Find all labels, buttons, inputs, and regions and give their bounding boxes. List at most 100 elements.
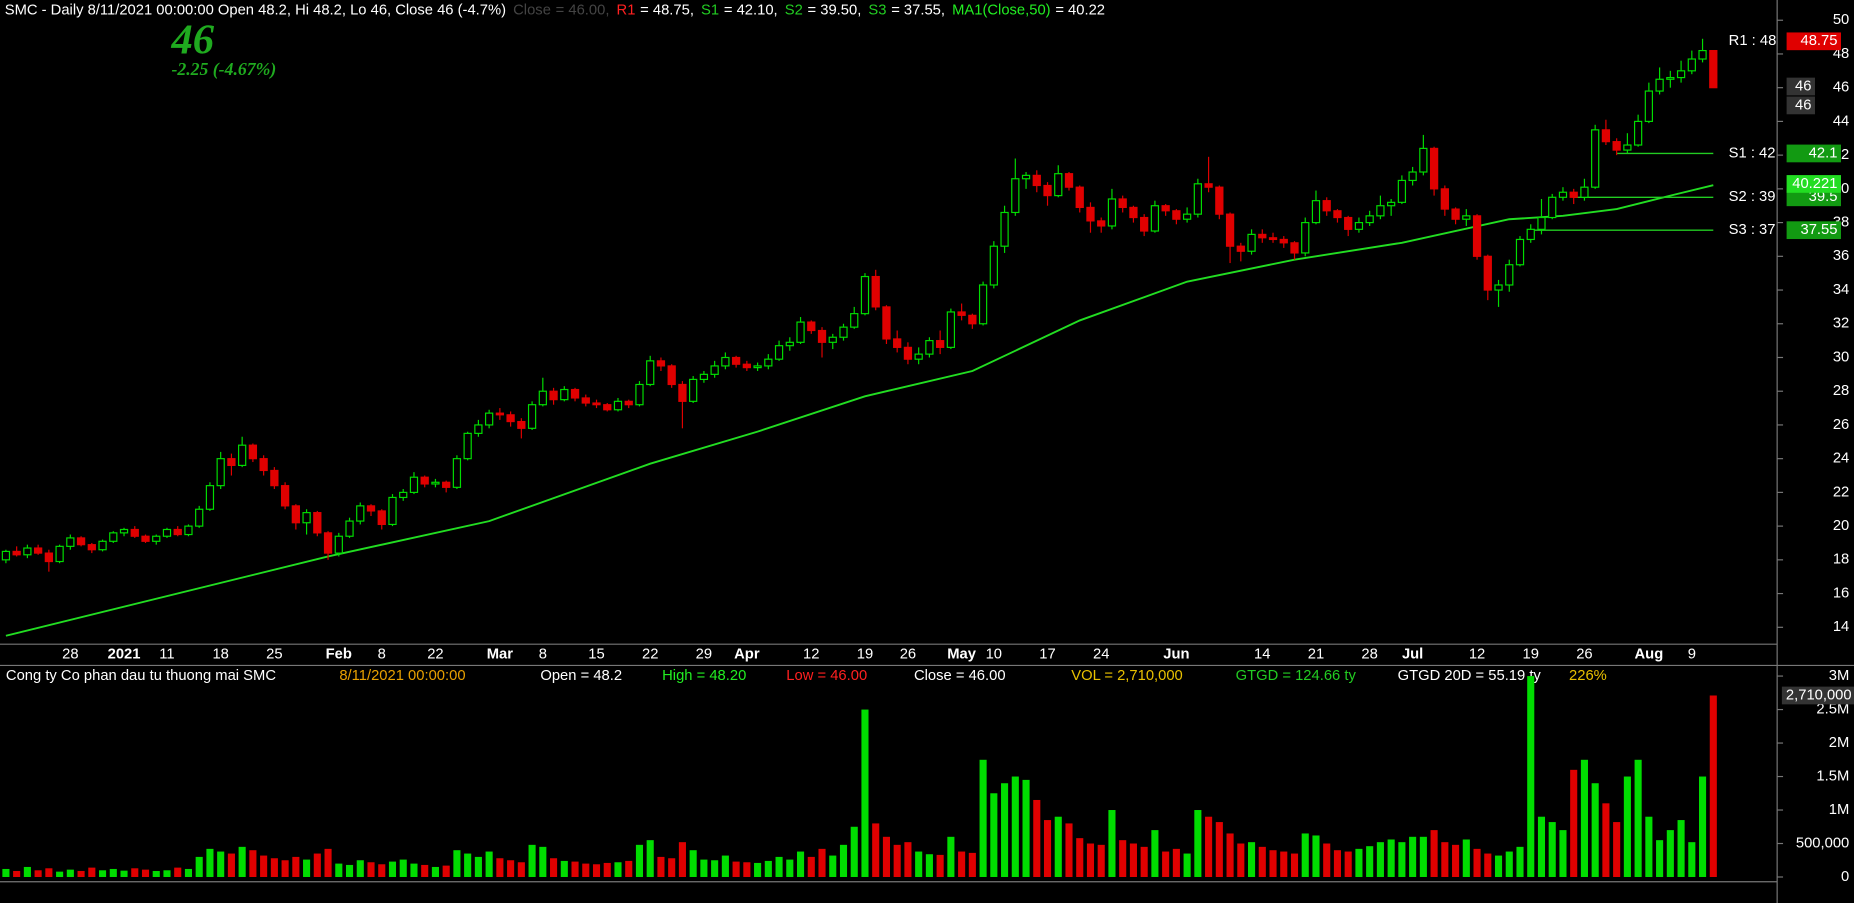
header-item-value: = 39.50, <box>808 3 862 19</box>
volume-bar <box>1280 851 1288 877</box>
volume-bar <box>152 870 160 877</box>
volume-bar <box>1323 843 1331 877</box>
candle-body <box>936 340 945 348</box>
volume-bar <box>249 850 257 877</box>
candle-body <box>925 340 934 355</box>
candle-body <box>710 365 719 375</box>
volume-bar <box>1398 842 1406 877</box>
volume-bar <box>1248 842 1256 877</box>
volume-bar <box>947 836 955 877</box>
volume-bar <box>399 859 407 877</box>
volume-bar <box>1559 830 1567 877</box>
volume-bar <box>711 860 719 877</box>
volume-bar <box>1387 839 1395 877</box>
candle-body <box>302 512 311 524</box>
volume-bar <box>872 823 880 877</box>
volume-bar <box>882 836 890 877</box>
volume-bar <box>464 853 472 877</box>
candle-body <box>1161 205 1170 212</box>
y-tick-label: 50 <box>1833 12 1849 28</box>
x-tick-label: Feb <box>326 647 352 663</box>
x-tick-label: 12 <box>803 647 819 663</box>
volume-bar <box>292 856 300 877</box>
candle-body <box>1601 129 1611 143</box>
candle-body <box>420 476 429 485</box>
volume-bar <box>786 859 794 877</box>
candle-body <box>1687 58 1696 72</box>
candle-body <box>1043 184 1052 197</box>
volume-bar <box>421 864 429 877</box>
price-change: -2.25 (-4.67%) <box>171 59 276 79</box>
candle-body <box>581 397 590 404</box>
volume-bar <box>1452 844 1460 877</box>
candle-body <box>313 512 322 534</box>
x-tick-label: 26 <box>900 647 916 663</box>
volume-bar <box>1076 838 1084 877</box>
candle-body <box>356 505 365 522</box>
candle-body <box>785 341 794 347</box>
info-date: 8/11/2021 00:00:00 <box>339 668 465 684</box>
x-tick-label: 29 <box>696 647 712 663</box>
volume-bar <box>1001 783 1009 877</box>
volume-bar <box>1097 844 1105 877</box>
volume-bar <box>1065 823 1073 877</box>
volume-bar <box>1419 836 1427 877</box>
volume-bar <box>1162 851 1170 877</box>
candle-body <box>1440 188 1449 210</box>
volume-bar <box>614 862 622 877</box>
header-item-name: Close <box>513 3 551 19</box>
volume-bar <box>335 863 343 877</box>
x-tick-label: 21 <box>1308 647 1324 663</box>
y-tick-label: 20 <box>1833 518 1849 534</box>
candle-body <box>613 400 623 411</box>
volume-bar <box>227 853 235 877</box>
volume-bar <box>1172 848 1180 877</box>
volume-bar <box>1677 820 1685 877</box>
volume-bar <box>195 856 203 877</box>
volume-bar <box>1688 842 1696 877</box>
candle-body <box>1376 205 1385 217</box>
candle-body <box>334 535 343 554</box>
candle-body <box>1397 179 1407 203</box>
x-tick-label: Jul <box>1402 647 1423 663</box>
volume-bar <box>1516 846 1524 877</box>
volume-bar <box>1602 803 1610 877</box>
header-item-value: = 46.00, <box>556 3 610 19</box>
level-label: S1 : 42 <box>1729 145 1776 161</box>
ma-tag: 40.221 <box>1792 176 1837 192</box>
candle-body <box>1408 171 1417 182</box>
x-tick-label: 10 <box>986 647 1002 663</box>
volume-bar <box>635 844 644 877</box>
volume-bar <box>1376 842 1384 877</box>
volume-bar <box>625 860 633 877</box>
candle-body <box>1698 49 1707 60</box>
candle-body <box>968 314 977 325</box>
candle-body <box>291 505 300 524</box>
close-tag: 46 <box>1795 97 1811 113</box>
candle-body <box>667 365 676 386</box>
candle-body <box>1322 200 1331 212</box>
y-tick-label: 26 <box>1833 417 1849 433</box>
volume-bar <box>1355 848 1363 877</box>
volume-bar <box>474 856 482 877</box>
candle-body <box>560 388 569 401</box>
candle-body <box>839 326 848 338</box>
candle-body <box>678 383 687 402</box>
candle-body <box>699 373 709 381</box>
candle-body <box>1569 191 1578 198</box>
candle-body <box>1666 76 1675 80</box>
volume-bar <box>131 868 139 877</box>
candle-body <box>12 550 21 556</box>
volume-bar <box>56 871 64 877</box>
y-tick-label: 30 <box>1833 349 1849 365</box>
volume-bar <box>764 860 772 877</box>
candle-body <box>978 284 988 325</box>
x-tick-label: 26 <box>1576 647 1592 663</box>
volume-bar <box>861 709 869 877</box>
volume-bar <box>270 858 278 877</box>
volume-bar <box>1537 816 1546 877</box>
volume-bar <box>1548 822 1556 877</box>
candle-body <box>796 321 805 343</box>
volume-bar <box>1580 759 1588 877</box>
last-price: 46 <box>170 17 214 64</box>
